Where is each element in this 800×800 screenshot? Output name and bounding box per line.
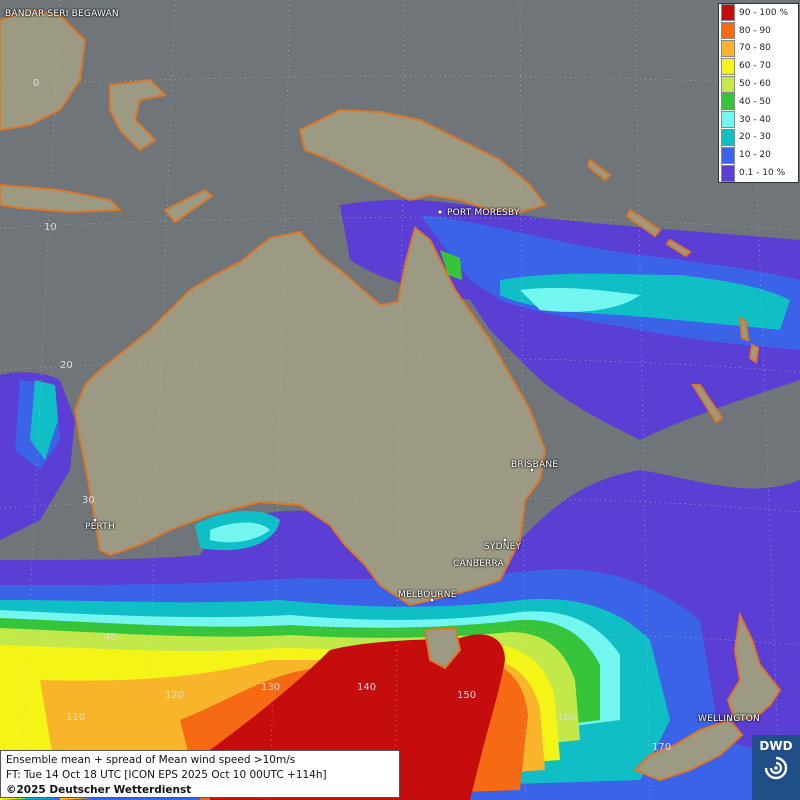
- grid-label-lon-140: 140: [357, 682, 377, 693]
- prob-band-20b: [500, 273, 790, 330]
- prob-band-40b: [440, 250, 462, 280]
- legend-swatch: [721, 57, 735, 75]
- grid-line: [19, 0, 61, 800]
- prob-band-30b: [520, 287, 640, 312]
- legend-label: 20 - 30: [739, 132, 771, 143]
- legend-label: 40 - 50: [739, 96, 771, 107]
- dwd-logo: DWD: [752, 735, 800, 800]
- legend-label: 80 - 90: [739, 25, 771, 36]
- city-markers: [92, 209, 733, 723]
- legend-item: 80 - 90: [719, 22, 798, 40]
- legend-item: 90 - 100 %: [719, 4, 798, 22]
- legend: 90 - 100 % 80 - 90 70 - 80 60 - 70 50 - …: [718, 3, 799, 183]
- sulawesi-landmass: [109, 78, 168, 152]
- grid-label-lon-110: 110: [66, 712, 86, 723]
- city-marker: [429, 597, 435, 603]
- grid-line: [394, 0, 406, 800]
- nz-south-landmass: [633, 718, 744, 782]
- legend-swatch: [721, 22, 735, 40]
- city-label-canberra: CANBERRA: [453, 559, 504, 569]
- legend-label: 30 - 40: [739, 114, 771, 125]
- grid-line: [634, 0, 651, 800]
- nz-north-landmass: [726, 611, 782, 722]
- java-landmass: [0, 183, 123, 214]
- legend-item: 20 - 30: [719, 128, 798, 147]
- legend-label: 70 - 80: [739, 43, 771, 54]
- grid-line: [0, 217, 800, 231]
- info-product-title: Ensemble mean + spread of Mean wind spee…: [6, 754, 296, 766]
- grid-label-lat-0: 0: [33, 78, 40, 89]
- legend-item: 10 - 20: [719, 146, 798, 164]
- info-forecast-time: FT: Tue 14 Oct 18 UTC [ICON EPS 2025 Oct…: [6, 769, 327, 781]
- dwd-logo-text: DWD: [759, 739, 793, 753]
- info-copyright: ©2025 Deutscher Wetterdienst: [6, 784, 192, 796]
- grid-line: [0, 496, 800, 513]
- city-label-brisbane: BRISBANE: [511, 460, 559, 470]
- city-label-bandar-seri-begawan: BANDAR SERI BEGAWAN: [5, 9, 119, 19]
- legend-item: 30 - 40: [719, 111, 798, 129]
- city-label-wellington: WELLINGTON: [698, 714, 760, 724]
- legend-item: 50 - 60: [719, 75, 798, 93]
- australia-landmass: [73, 226, 547, 607]
- swirl-icon: [764, 756, 788, 780]
- city-marker: [529, 467, 535, 473]
- grid-line: [749, 0, 781, 800]
- legend-swatch: [721, 39, 735, 57]
- grid-line: [0, 630, 800, 646]
- info-box: Ensemble mean + spread of Mean wind spee…: [0, 750, 400, 798]
- legend-item: 60 - 70: [719, 57, 798, 75]
- city-label-port-moresby: PORT MORESBY: [447, 208, 520, 218]
- grid-label-lat-40: 40: [104, 632, 117, 643]
- new-guinea-landmass: [298, 108, 547, 214]
- borneo-landmass: [0, 8, 87, 132]
- city-marker: [437, 209, 443, 215]
- legend-swatch: [721, 111, 735, 129]
- grid-label-lat-30: 30: [82, 495, 95, 506]
- legend-label: 90 - 100 %: [739, 7, 789, 18]
- tasmania-landmass: [423, 626, 462, 670]
- city-marker: [727, 717, 733, 723]
- grid-line: [144, 0, 176, 800]
- timor-landmass: [163, 188, 214, 224]
- grid-label-lon-150: 150: [457, 690, 477, 701]
- grid-line: [0, 357, 800, 373]
- grid-line: [519, 0, 526, 800]
- legend-label: 0.1 - 10 %: [739, 168, 786, 179]
- legend-swatch: [721, 4, 735, 22]
- grid-label-lat-10: 10: [44, 222, 57, 233]
- solomon-islands: [586, 158, 692, 258]
- grid-label-lon-120: 120: [165, 690, 185, 701]
- legend-item: 40 - 50: [719, 93, 798, 111]
- land-layer: [0, 8, 782, 782]
- legend-swatch: [721, 146, 735, 164]
- city-marker: [475, 557, 481, 563]
- vanuatu-islands: [738, 315, 760, 364]
- new-caledonia-landmass: [691, 384, 724, 424]
- legend-label: 60 - 70: [739, 61, 771, 72]
- grid-label-lon-170: 170: [652, 742, 672, 753]
- grid-label-lon-160: 160: [557, 712, 577, 723]
- city-marker: [502, 537, 508, 543]
- grid-line: [0, 76, 800, 86]
- grid-label-lon-130: 130: [261, 682, 281, 693]
- city-label-sydney: SYDNEY: [484, 542, 522, 552]
- legend-swatch: [721, 164, 735, 182]
- legend-item: 70 - 80: [719, 39, 798, 58]
- grid-label-lat-20: 20: [60, 360, 73, 371]
- legend-item: 0.1 - 10 %: [719, 164, 798, 182]
- legend-label: 50 - 60: [739, 79, 771, 90]
- legend-swatch: [721, 75, 735, 93]
- city-label-perth: PERTH: [85, 522, 115, 532]
- legend-swatch: [721, 93, 735, 111]
- grid-line: [269, 0, 291, 800]
- legend-swatch: [721, 128, 735, 146]
- prob-band-30c: [210, 522, 270, 543]
- city-marker: [92, 517, 98, 523]
- legend-label: 10 - 20: [739, 150, 771, 161]
- city-label-melbourne: MELBOURNE: [398, 590, 457, 600]
- prob-band-20d: [30, 380, 58, 460]
